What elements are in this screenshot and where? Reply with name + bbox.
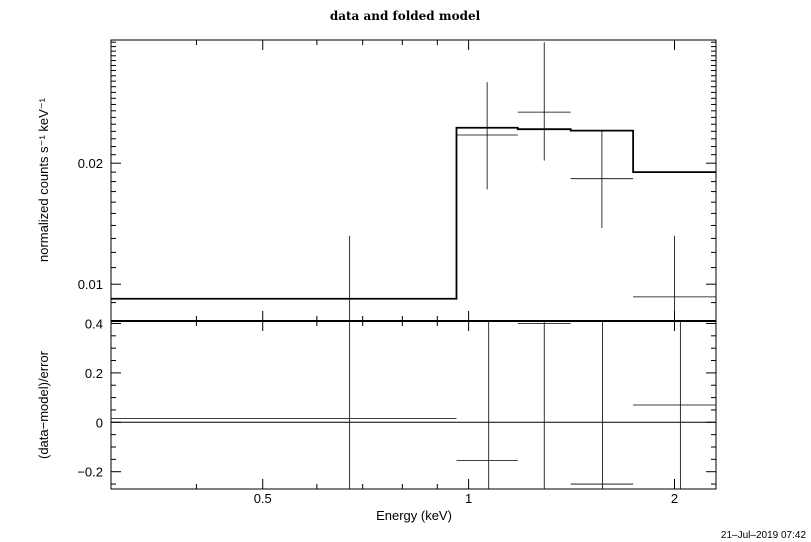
timestamp: 21–Jul–2019 07:42 xyxy=(721,530,807,541)
x-tick-label: 0.5 xyxy=(254,491,272,506)
upper-y-axis-label: normalized counts s⁻¹ keV⁻¹ xyxy=(36,97,51,262)
x-tick-label: 2 xyxy=(671,491,678,506)
y-tick-label: −0.2 xyxy=(77,465,103,480)
x-tick-label: 1 xyxy=(465,491,472,506)
y-tick-label: 0.02 xyxy=(78,156,103,171)
model-step-line xyxy=(111,126,716,300)
y-tick-label: 0.2 xyxy=(85,366,103,381)
y-tick-label: 0.01 xyxy=(78,277,103,292)
chart-title: data and folded model xyxy=(330,9,481,23)
x-axis-label: Energy (keV) xyxy=(376,508,452,523)
y-tick-label: 0.4 xyxy=(85,316,103,331)
y-tick-label: 0 xyxy=(96,415,103,430)
upper-panel-frame xyxy=(110,39,717,322)
lower-panel-residuals xyxy=(110,320,717,490)
upper-panel-data-and-model xyxy=(110,39,717,322)
lower-y-axis-label: (data−model)/error xyxy=(36,350,51,459)
lower-panel-frame xyxy=(110,320,717,490)
